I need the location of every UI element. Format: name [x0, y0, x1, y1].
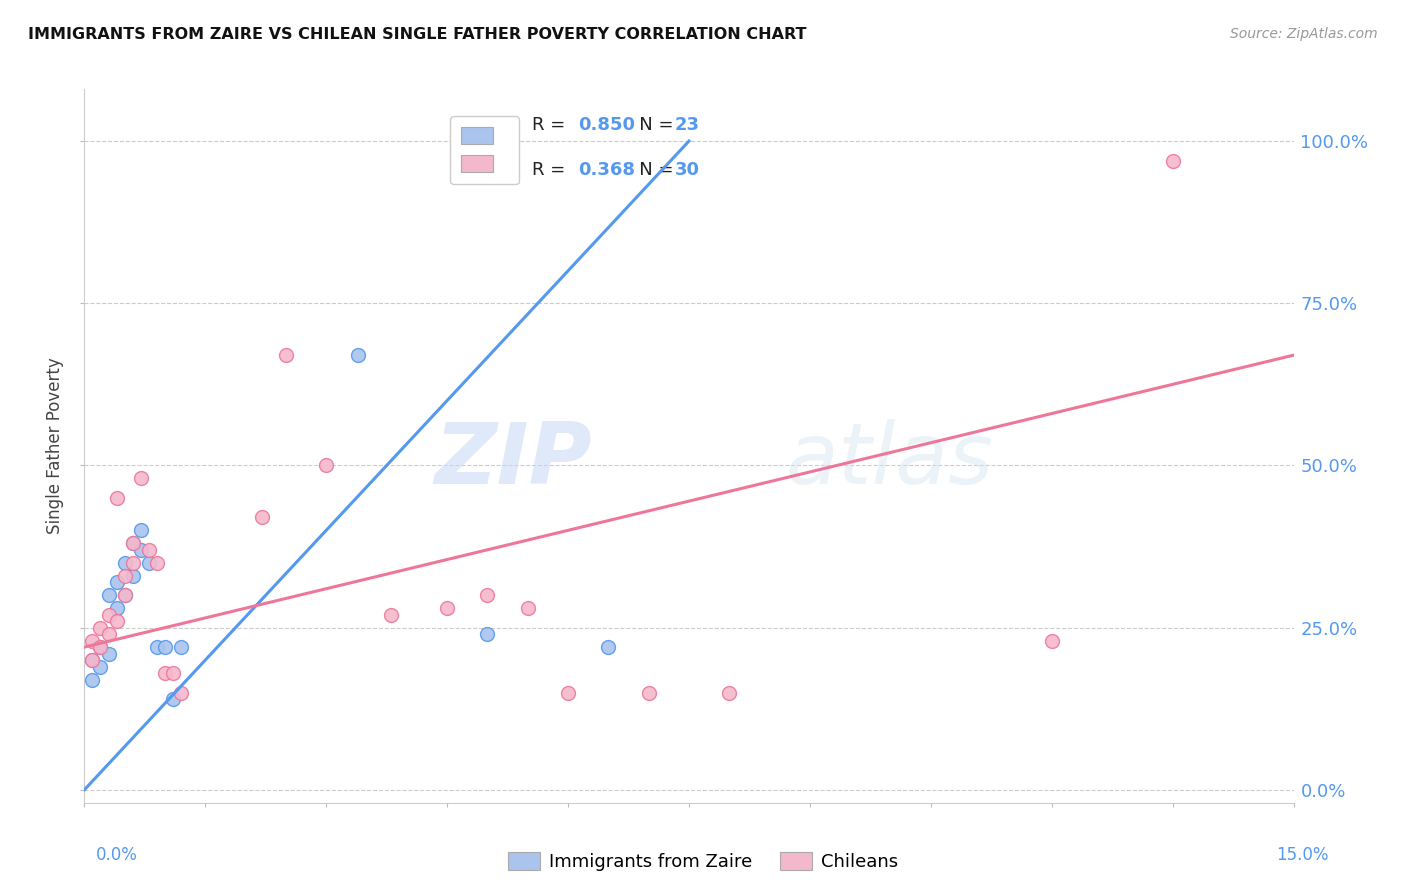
- Point: [121, 556, 143, 570]
- Point: [153, 640, 176, 654]
- Text: 0.850: 0.850: [578, 116, 634, 134]
- Point: [146, 556, 169, 570]
- Point: [138, 556, 160, 570]
- Point: [82, 653, 104, 667]
- Point: [89, 659, 111, 673]
- Text: R =: R =: [531, 116, 571, 134]
- Point: [89, 640, 111, 654]
- Text: N =: N =: [623, 116, 679, 134]
- Point: [121, 568, 143, 582]
- Point: [89, 621, 111, 635]
- Text: 15.0%: 15.0%: [1277, 846, 1329, 863]
- Point: [718, 685, 741, 699]
- Point: [82, 633, 104, 648]
- Point: [1040, 633, 1063, 648]
- Point: [274, 348, 297, 362]
- Point: [250, 510, 273, 524]
- Point: [170, 685, 193, 699]
- Text: ZIP: ZIP: [434, 418, 592, 502]
- Text: N =: N =: [623, 161, 679, 178]
- Point: [82, 653, 104, 667]
- Point: [114, 568, 136, 582]
- Point: [477, 627, 499, 641]
- Point: [477, 588, 499, 602]
- Point: [637, 685, 659, 699]
- Point: [97, 647, 120, 661]
- Text: atlas: atlas: [786, 418, 994, 502]
- Point: [436, 601, 458, 615]
- Point: [121, 536, 143, 550]
- Point: [598, 640, 620, 654]
- Point: [170, 640, 193, 654]
- Text: 30: 30: [675, 161, 699, 178]
- Text: 0.368: 0.368: [578, 161, 634, 178]
- Point: [82, 673, 104, 687]
- Point: [129, 471, 152, 485]
- Point: [146, 640, 169, 654]
- Point: [89, 640, 111, 654]
- Point: [162, 692, 184, 706]
- Point: [162, 666, 184, 681]
- Point: [105, 601, 128, 615]
- Text: IMMIGRANTS FROM ZAIRE VS CHILEAN SINGLE FATHER POVERTY CORRELATION CHART: IMMIGRANTS FROM ZAIRE VS CHILEAN SINGLE …: [28, 27, 807, 42]
- Point: [557, 685, 579, 699]
- Point: [97, 607, 120, 622]
- Point: [347, 348, 370, 362]
- Text: 23: 23: [675, 116, 699, 134]
- Legend: , : ,: [450, 116, 519, 185]
- Point: [138, 542, 160, 557]
- Point: [105, 614, 128, 628]
- Point: [380, 607, 402, 622]
- Point: [516, 601, 538, 615]
- Point: [315, 458, 337, 473]
- Y-axis label: Single Father Poverty: Single Father Poverty: [46, 358, 65, 534]
- Text: 0.0%: 0.0%: [96, 846, 138, 863]
- Point: [121, 536, 143, 550]
- Text: R =: R =: [531, 161, 571, 178]
- Point: [114, 556, 136, 570]
- Point: [105, 575, 128, 590]
- Point: [129, 524, 152, 538]
- Point: [153, 666, 176, 681]
- Point: [97, 627, 120, 641]
- Point: [1161, 153, 1184, 168]
- Point: [114, 588, 136, 602]
- Point: [114, 588, 136, 602]
- Point: [105, 491, 128, 505]
- Text: Source: ZipAtlas.com: Source: ZipAtlas.com: [1230, 27, 1378, 41]
- Legend: Immigrants from Zaire, Chileans: Immigrants from Zaire, Chileans: [501, 846, 905, 879]
- Point: [129, 542, 152, 557]
- Point: [97, 588, 120, 602]
